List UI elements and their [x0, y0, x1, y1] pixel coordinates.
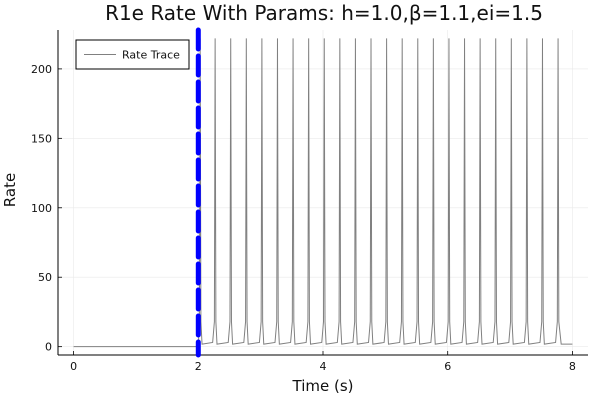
y-axis-label: Rate [1, 173, 19, 207]
x-tick-label: 2 [195, 360, 202, 373]
plot-area [73, 27, 573, 358]
y-tick-label: 200 [31, 63, 52, 76]
x-tick-label: 0 [70, 360, 77, 373]
y-tick-label: 150 [31, 132, 52, 145]
y-tick-label: 100 [31, 202, 52, 215]
x-tick-label: 6 [444, 360, 451, 373]
grid [58, 30, 588, 355]
y-tick-label: 50 [38, 271, 52, 284]
chart-title: R1e Rate With Params: h=1.0,β=1.1,ei=1.5 [105, 1, 543, 25]
legend: Rate Trace [75, 39, 190, 70]
x-axis-label: Time (s) [292, 377, 354, 395]
legend-label: Rate Trace [122, 49, 180, 62]
x-tick-label: 8 [569, 360, 576, 373]
x-tick-label: 4 [320, 360, 327, 373]
rate-trace-line [73, 38, 573, 348]
y-tick-label: 0 [45, 341, 52, 354]
tick-labels: 0 2 4 6 8 0 50 100 150 200 [31, 63, 576, 373]
